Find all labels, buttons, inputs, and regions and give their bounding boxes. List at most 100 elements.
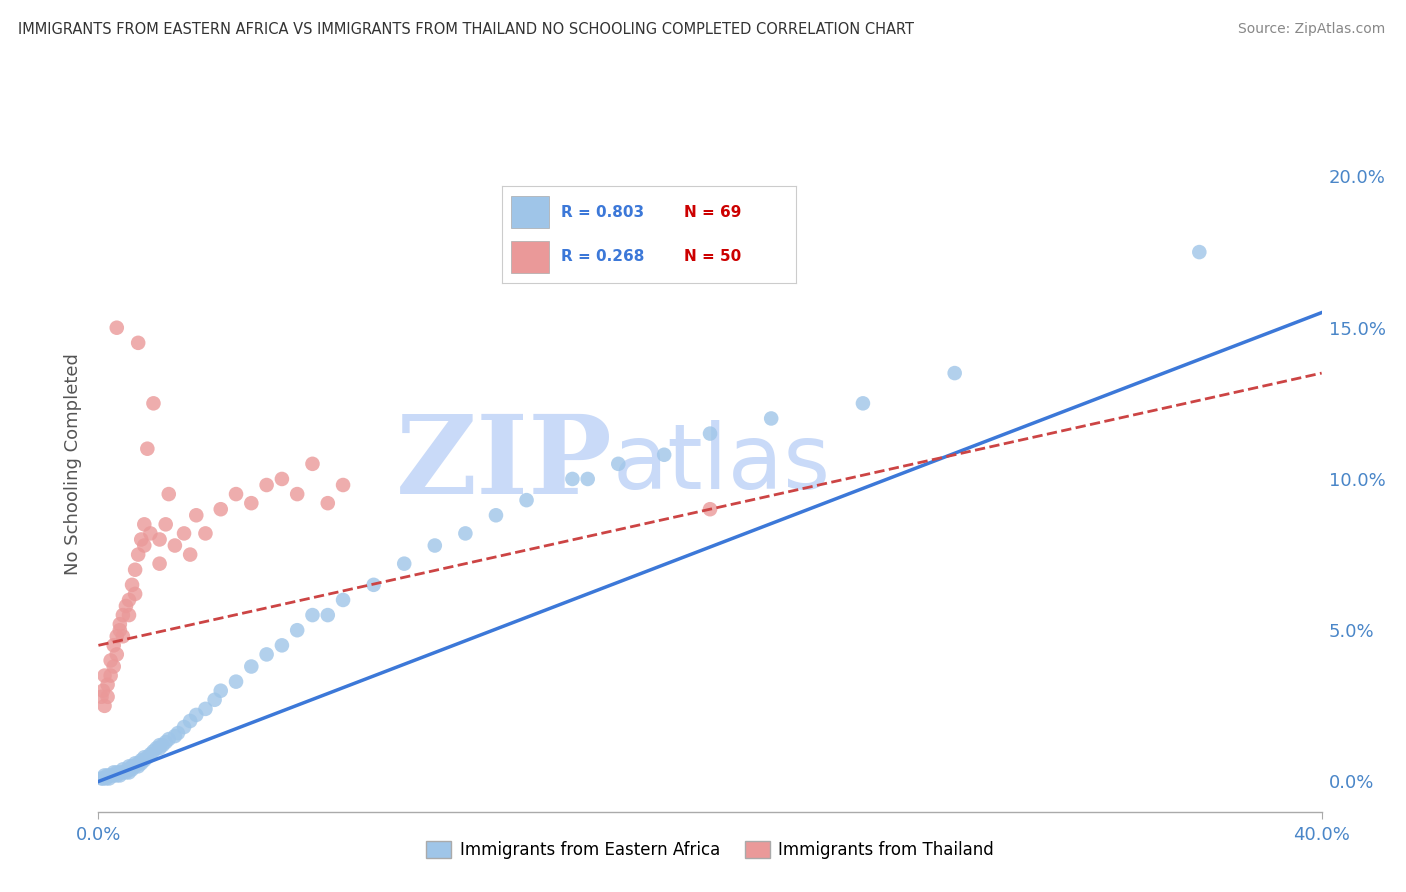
Point [90, 772, 112, 786]
Point [194, 702, 217, 716]
Point [155, 735, 177, 749]
Point [157, 487, 180, 501]
Text: IMMIGRANTS FROM EASTERN AFRICA VS IMMIGRANTS FROM THAILAND NO SCHOOLING COMPLETE: IMMIGRANTS FROM EASTERN AFRICA VS IMMIGR… [18, 22, 914, 37]
Point [118, 765, 141, 780]
Point [98, 772, 121, 786]
Point [186, 707, 208, 722]
Point [454, 526, 477, 541]
Point [97, 678, 120, 692]
Point [118, 763, 141, 777]
Point [209, 502, 232, 516]
Point [129, 753, 152, 767]
Point [115, 765, 138, 780]
Text: atlas: atlas [612, 420, 831, 508]
Point [179, 548, 201, 562]
Point [225, 487, 247, 501]
Point [256, 478, 278, 492]
Point [121, 759, 143, 773]
Point [173, 526, 195, 541]
Point [852, 396, 875, 410]
Point [576, 472, 599, 486]
Point [118, 593, 141, 607]
Point [115, 599, 138, 613]
Point [134, 750, 156, 764]
Point [423, 539, 446, 553]
Point [561, 472, 583, 486]
Point [129, 533, 152, 547]
Point [149, 557, 172, 571]
Point [301, 608, 323, 623]
Point [108, 624, 131, 638]
Y-axis label: No Schooling Completed: No Schooling Completed [63, 353, 82, 574]
Point [100, 668, 122, 682]
Point [105, 768, 128, 782]
Point [204, 693, 226, 707]
Point [270, 638, 294, 652]
Point [103, 638, 125, 652]
Point [270, 472, 294, 486]
Point [194, 526, 217, 541]
Point [332, 593, 354, 607]
Point [118, 608, 141, 623]
Point [94, 772, 117, 786]
Point [145, 741, 167, 756]
Point [100, 653, 122, 667]
Point [699, 426, 721, 441]
Point [111, 608, 134, 623]
Point [108, 617, 131, 632]
Point [90, 690, 112, 704]
Point [225, 674, 247, 689]
Point [100, 768, 122, 782]
Point [105, 320, 128, 334]
Legend: Immigrants from Eastern Africa, Immigrants from Thailand: Immigrants from Eastern Africa, Immigran… [419, 835, 1001, 866]
Point [91, 772, 114, 786]
Point [139, 526, 162, 541]
Point [186, 508, 208, 523]
Point [142, 396, 165, 410]
Point [155, 517, 177, 532]
Point [134, 539, 156, 553]
Point [699, 502, 721, 516]
Point [316, 608, 339, 623]
Point [173, 720, 195, 734]
Point [149, 533, 172, 547]
Point [157, 732, 180, 747]
Point [163, 729, 186, 743]
Point [285, 624, 308, 638]
Point [167, 726, 190, 740]
Point [124, 759, 146, 773]
Point [127, 335, 149, 350]
Point [129, 756, 152, 771]
Point [108, 765, 131, 780]
Point [97, 768, 120, 782]
Text: ZIP: ZIP [395, 410, 612, 517]
Text: Source: ZipAtlas.com: Source: ZipAtlas.com [1237, 22, 1385, 37]
Point [105, 629, 128, 643]
Point [93, 698, 115, 713]
Point [127, 756, 149, 771]
Point [163, 539, 186, 553]
Point [152, 738, 174, 752]
Point [301, 457, 323, 471]
Point [240, 496, 263, 510]
Point [103, 768, 125, 782]
Point [103, 765, 125, 780]
Point [93, 768, 115, 782]
Point [105, 648, 128, 662]
Point [1188, 245, 1211, 260]
Point [149, 741, 172, 756]
Point [97, 690, 120, 704]
Point [943, 366, 966, 380]
Point [485, 508, 508, 523]
Point [332, 478, 354, 492]
Point [136, 750, 159, 764]
Point [761, 411, 783, 425]
Point [93, 668, 115, 682]
Point [121, 763, 143, 777]
Point [607, 457, 630, 471]
Point [139, 747, 162, 762]
Point [516, 493, 538, 508]
Point [118, 759, 141, 773]
Point [108, 768, 131, 782]
Point [363, 578, 385, 592]
